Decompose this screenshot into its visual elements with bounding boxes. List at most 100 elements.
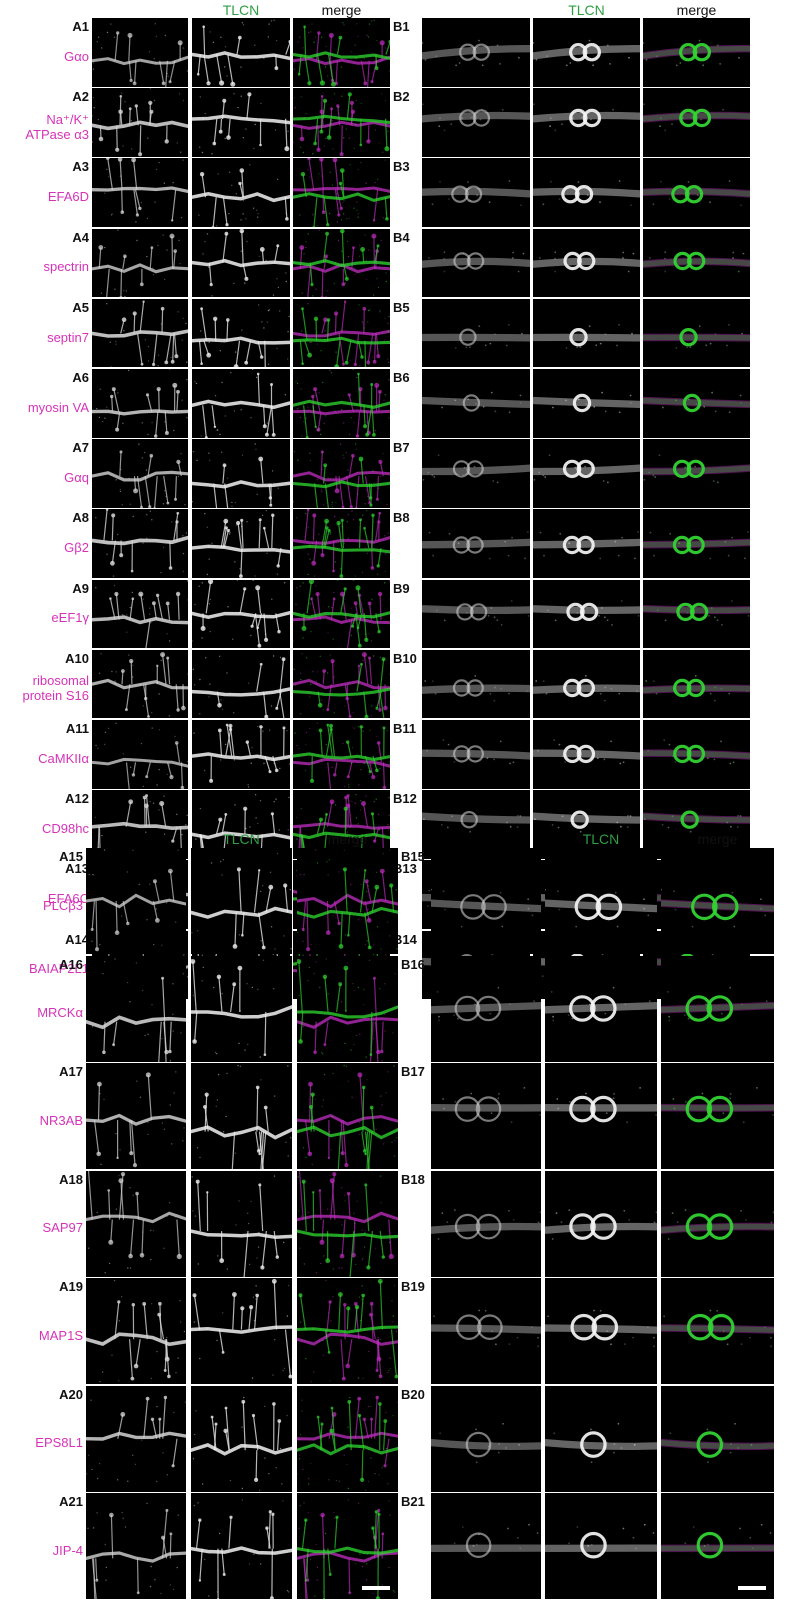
punctum bbox=[347, 783, 350, 786]
spine-head bbox=[243, 806, 248, 811]
spine bbox=[95, 900, 98, 950]
dendrite-shaft bbox=[293, 258, 390, 267]
punctum bbox=[511, 537, 513, 539]
punctum bbox=[147, 433, 149, 436]
punctum bbox=[273, 762, 275, 765]
punctum bbox=[333, 516, 336, 518]
punctum bbox=[645, 58, 648, 61]
punctum bbox=[141, 457, 144, 459]
punctum bbox=[104, 417, 106, 419]
punctum bbox=[251, 1377, 254, 1379]
soma-image bbox=[643, 391, 750, 414]
spine bbox=[180, 762, 183, 788]
punctum bbox=[305, 240, 307, 242]
punctum bbox=[352, 369, 354, 370]
spine-head bbox=[259, 725, 263, 729]
punctum bbox=[590, 118, 592, 121]
punctum bbox=[229, 1479, 232, 1481]
spine-head bbox=[326, 723, 330, 727]
punctum bbox=[293, 141, 295, 143]
punctum bbox=[655, 692, 658, 695]
spine-head bbox=[140, 362, 144, 366]
punctum bbox=[585, 402, 588, 405]
dendrite-image bbox=[92, 651, 188, 718]
punctum bbox=[279, 1447, 282, 1449]
punctum bbox=[194, 603, 196, 605]
spine bbox=[379, 1230, 384, 1257]
spine bbox=[334, 762, 338, 775]
punctum bbox=[181, 399, 183, 401]
punctum bbox=[158, 809, 160, 811]
spine bbox=[355, 476, 360, 508]
spine bbox=[319, 1423, 323, 1450]
punctum bbox=[216, 1052, 218, 1054]
punctum bbox=[178, 93, 181, 95]
punctum bbox=[381, 1104, 383, 1106]
spine bbox=[363, 654, 369, 685]
tlcn-panel-a bbox=[192, 298, 290, 368]
spine bbox=[262, 405, 266, 427]
dendrite-image bbox=[86, 1502, 186, 1599]
spine-head bbox=[388, 1253, 394, 1259]
spine-head bbox=[212, 141, 217, 146]
punctum bbox=[202, 402, 205, 404]
punctum bbox=[283, 935, 285, 937]
punctum bbox=[317, 429, 319, 431]
punctum bbox=[129, 1000, 131, 1002]
punctum bbox=[658, 454, 661, 457]
spine-head bbox=[236, 867, 241, 872]
punctum bbox=[314, 1595, 316, 1597]
punctum bbox=[192, 994, 194, 996]
punctum bbox=[332, 148, 334, 150]
punctum bbox=[396, 948, 398, 950]
dendrite-shaft bbox=[422, 257, 530, 268]
spine bbox=[360, 459, 364, 484]
dendrite-image bbox=[297, 957, 398, 1062]
spine-head bbox=[155, 593, 160, 597]
spine bbox=[298, 960, 303, 1012]
punctum bbox=[382, 453, 384, 455]
punctum bbox=[569, 1230, 572, 1233]
spine bbox=[304, 1120, 311, 1154]
panel-label-b: B8 bbox=[393, 510, 410, 526]
punctum bbox=[318, 173, 320, 175]
soma-image bbox=[643, 180, 750, 207]
punctum bbox=[389, 1241, 391, 1243]
punctum bbox=[700, 118, 702, 121]
punctum bbox=[360, 262, 363, 264]
punctum bbox=[316, 225, 318, 227]
merge-panel-a bbox=[293, 649, 390, 719]
soma-image bbox=[422, 531, 530, 560]
punctum bbox=[765, 999, 768, 1002]
spine-head bbox=[320, 95, 324, 98]
punctum bbox=[585, 1092, 587, 1095]
punctum bbox=[115, 618, 118, 620]
punctum bbox=[101, 420, 104, 423]
punctum bbox=[537, 749, 540, 752]
punctum bbox=[446, 1220, 449, 1223]
dendrite-shaft bbox=[92, 822, 188, 831]
spine bbox=[301, 1520, 307, 1549]
spine-head bbox=[123, 253, 127, 258]
punctum bbox=[110, 214, 113, 216]
punctum bbox=[349, 715, 352, 717]
spine bbox=[132, 762, 137, 775]
punctum bbox=[108, 158, 110, 160]
punctum bbox=[733, 925, 736, 928]
punctum bbox=[303, 930, 305, 932]
spine-head bbox=[329, 1177, 335, 1183]
spine-head bbox=[328, 32, 334, 38]
spine-head bbox=[163, 1369, 167, 1372]
punctum bbox=[649, 532, 652, 534]
spine-head bbox=[133, 1363, 139, 1369]
punctum bbox=[263, 57, 265, 60]
punctum bbox=[251, 746, 253, 749]
punctum bbox=[525, 689, 528, 692]
spine bbox=[340, 1120, 344, 1154]
tlcn-panel-a bbox=[192, 439, 290, 508]
punctum bbox=[539, 532, 542, 534]
spine bbox=[366, 60, 370, 87]
spine-head bbox=[349, 100, 354, 106]
punctum bbox=[653, 1221, 656, 1223]
punctum bbox=[297, 932, 299, 934]
